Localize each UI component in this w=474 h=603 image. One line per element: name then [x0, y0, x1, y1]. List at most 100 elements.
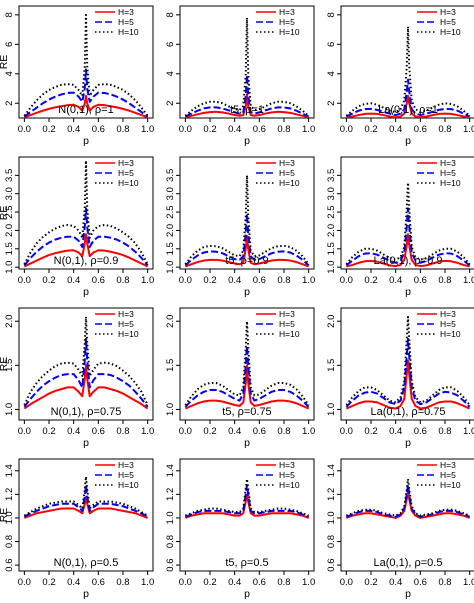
panel-4-2: 0.0 0.2 0.4 0.6 0.8 1.0p0.60.81.01.21.4 H=3H=5…	[165, 458, 315, 600]
panel-label: N(0,1), ρ=0.5	[54, 557, 119, 569]
y-tick-label: 6	[326, 42, 337, 47]
x-tick-label: 0.6	[253, 577, 266, 588]
panel-4-3: 0.0 0.2 0.4 0.6 0.8 1.0p0.60.81.01.21.4 H=3H=5…	[326, 458, 474, 600]
x-tick-label: 0.8	[116, 124, 129, 135]
series-line-h5	[346, 483, 470, 518]
legend: H=3H=5H=10	[417, 309, 461, 339]
y-axis-label: RE	[0, 508, 10, 523]
panel-label: La(0,1), ρ=0.9	[374, 255, 443, 267]
x-tick-label: 0.4	[228, 426, 241, 437]
x-tick-label: 0.4	[228, 577, 241, 588]
series-line-h3	[346, 233, 470, 268]
x-tick-label: 0.0	[18, 426, 31, 437]
y-tick-label: 1.5	[326, 242, 337, 255]
x-axis-label: p	[83, 135, 89, 147]
legend-label: H=5	[118, 319, 134, 329]
x-tick-label: 0.2	[203, 124, 216, 135]
plot-frame	[340, 156, 474, 270]
panel-3-3: 0.0 0.2 0.4 0.6 0.8 1.0 p 1.0 1.5 2.0 H=3H=5H=10 La…	[326, 307, 474, 449]
legend-label: H=10	[440, 178, 461, 188]
x-tick-label: 1.0	[141, 426, 154, 437]
x-tick-label: 0.4	[228, 124, 241, 135]
x-tick-label: 0.8	[277, 426, 290, 437]
legend-label: H=5	[440, 168, 456, 178]
y-tick-label: 1.0	[4, 261, 15, 274]
legend: H=3H=5H=10	[256, 309, 300, 339]
series-line-h3	[184, 364, 310, 410]
y-axis-label: RE	[0, 206, 10, 221]
legend-label: H=3	[118, 158, 134, 168]
y-tick-label: 3.0	[4, 187, 15, 200]
y-tick-label: 6	[4, 42, 15, 47]
series-line-h5	[23, 207, 149, 266]
x-tick-label: 0.2	[42, 426, 55, 437]
y-tick-label: 1.4	[165, 464, 176, 477]
x-tick-label: 1.0	[463, 275, 474, 286]
x-tick-label: 0.0	[179, 426, 192, 437]
legend-label: H=5	[440, 319, 456, 329]
plot-frame	[18, 156, 154, 270]
series-line-h5	[345, 207, 471, 267]
panel-4-1: 0.0 0.2 0.4 0.6 0.8 1.0p0.60.81.01.21.4REH=3H…	[0, 458, 154, 600]
x-tick-label: 0.0	[340, 275, 353, 286]
y-tick-label: 1.4	[326, 464, 337, 477]
legend-label: H=3	[118, 460, 134, 470]
x-tick-label: 0.8	[116, 426, 129, 437]
x-tick-label: 1.0	[141, 577, 154, 588]
legend-label: H=3	[440, 158, 456, 168]
y-tick-label: 1.0	[165, 261, 176, 274]
y-tick-label: 2.5	[165, 205, 176, 218]
x-tick-label: 0.4	[67, 124, 80, 135]
series-line-h10	[345, 315, 471, 406]
y-tick-label: 1.0	[326, 403, 337, 416]
x-tick-label: 0.6	[253, 124, 266, 135]
x-tick-label: 0.4	[67, 577, 80, 588]
legend: H=3H=5H=10	[95, 309, 139, 339]
panel-label: N(0,1), ρ=1	[58, 104, 113, 116]
x-tick-label: 0.8	[438, 577, 451, 588]
y-axis-label: RE	[0, 55, 10, 70]
panel-label: t5, ρ=1	[230, 104, 264, 116]
y-tick-label: 0.8	[4, 535, 15, 548]
series-line-h3	[185, 93, 309, 118]
legend-label: H=10	[440, 329, 461, 339]
x-tick-label: 0.2	[42, 577, 55, 588]
y-tick-label: 1.2	[165, 488, 176, 501]
x-axis-label: p	[83, 286, 89, 298]
x-tick-label: 0.8	[277, 124, 290, 135]
y-tick-label: 2.5	[326, 205, 337, 218]
x-tick-label: 0.8	[438, 124, 451, 135]
y-tick-label: 0.6	[165, 558, 176, 571]
plot-frame	[18, 458, 154, 572]
legend-label: H=5	[118, 168, 134, 178]
series-line-h10	[345, 25, 471, 117]
legend-label: H=5	[440, 17, 456, 27]
panel-label: t5, ρ=0.5	[225, 557, 268, 569]
legend-label: H=3	[118, 7, 134, 17]
x-tick-label: 0.4	[67, 275, 80, 286]
x-tick-label: 1.0	[302, 275, 315, 286]
legend-label: H=3	[279, 460, 295, 470]
legend-label: H=3	[118, 309, 134, 319]
plot-frame	[340, 5, 474, 119]
legend-label: H=10	[440, 480, 461, 490]
panel-1-1: 0.0 0.2 0.4 0.6 0.8 1.0 p 2 4 6 8 RE H=3H=5H=10 N(0,1…	[0, 5, 154, 147]
y-tick-label: 1.0	[165, 403, 176, 416]
series-line-h5	[23, 483, 149, 518]
y-tick-label: 2	[326, 101, 337, 106]
x-tick-label: 0.2	[42, 275, 55, 286]
y-tick-label: 0.8	[165, 535, 176, 548]
panel-label: La(0,1), ρ=1	[378, 104, 438, 116]
y-tick-label: 1.0	[4, 403, 15, 416]
y-tick-label: 1.4	[4, 464, 15, 477]
x-tick-label: 0.2	[42, 124, 55, 135]
y-tick-label: 1.0	[326, 511, 337, 524]
y-tick-label: 3.5	[4, 169, 15, 182]
legend-label: H=10	[440, 27, 461, 37]
y-axis-label: RE	[0, 357, 10, 372]
x-axis-label: p	[405, 437, 411, 449]
x-tick-label: 0.6	[92, 275, 105, 286]
series-line-h3	[24, 94, 148, 118]
x-tick-label: 0.0	[179, 275, 192, 286]
